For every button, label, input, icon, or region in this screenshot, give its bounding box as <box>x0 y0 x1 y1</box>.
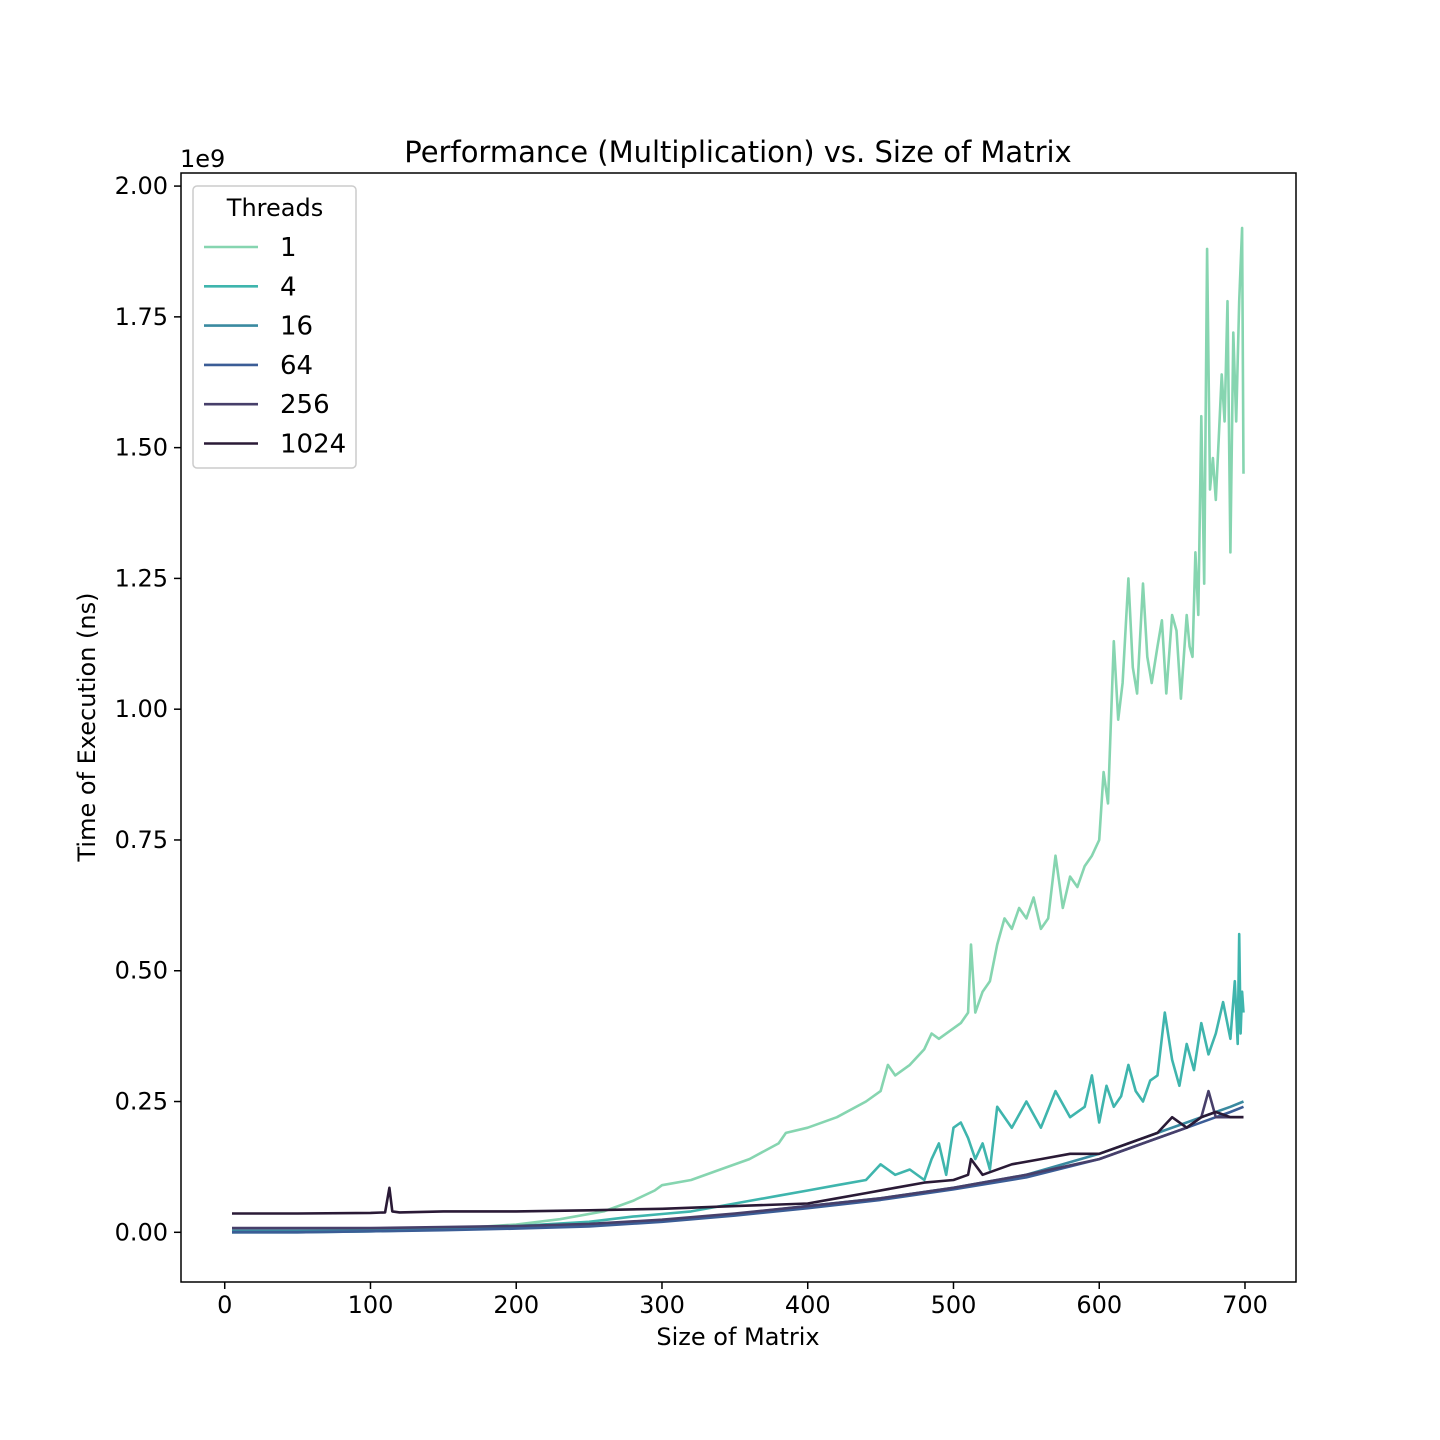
x-tick-label: 500 <box>931 1291 977 1319</box>
x-tick-label: 300 <box>639 1291 685 1319</box>
x-tick-label: 100 <box>348 1291 394 1319</box>
legend: Threads 1 4 16 64 256 1024 <box>192 185 357 469</box>
series-line-256 <box>232 1089 1244 1230</box>
series-line-1 <box>231 226 1245 1234</box>
y-offset-label: 1e9 <box>180 145 225 173</box>
series-line-1024 <box>232 1110 1244 1215</box>
y-axis-label: Time of Execution (ns) <box>73 593 101 863</box>
legend-label-1024: 1024 <box>280 430 346 460</box>
legend-title: Threads <box>226 194 323 222</box>
y-tick-label: 0.00 <box>115 1218 168 1246</box>
legend-box <box>192 185 357 469</box>
x-axis: 0 100 200 300 400 500 600 700 <box>217 1282 1268 1319</box>
y-tick-label: 0.75 <box>115 826 168 854</box>
legend-label-256: 256 <box>280 390 330 420</box>
x-tick-label: 0 <box>217 1291 232 1319</box>
legend-label-4: 4 <box>280 272 297 302</box>
y-tick-label: 0.50 <box>115 957 168 985</box>
chart-title: Performance (Multiplication) vs. Size of… <box>404 135 1071 169</box>
y-tick-label: 1.00 <box>115 695 168 723</box>
y-tick-label: 1.25 <box>115 564 168 592</box>
y-tick-label: 2.00 <box>115 172 168 200</box>
legend-label-1: 1 <box>280 233 297 263</box>
y-axis: 0.00 0.25 0.50 0.75 1.00 1.25 1.50 1.75 2.00 <box>115 172 181 1246</box>
y-tick-label: 1.75 <box>115 303 168 331</box>
y-tick-label: 0.25 <box>115 1088 168 1116</box>
series-layer <box>231 226 1245 1234</box>
x-tick-label: 400 <box>785 1291 831 1319</box>
x-tick-label: 700 <box>1222 1291 1268 1319</box>
x-tick-label: 200 <box>493 1291 539 1319</box>
x-axis-label: Size of Matrix <box>656 1323 819 1351</box>
series-line-4 <box>232 932 1245 1234</box>
legend-label-64: 64 <box>280 351 313 381</box>
legend-label-16: 16 <box>280 312 313 342</box>
x-tick-label: 600 <box>1076 1291 1122 1319</box>
plot-area-frame <box>180 172 1297 1283</box>
y-tick-label: 1.50 <box>115 434 168 462</box>
